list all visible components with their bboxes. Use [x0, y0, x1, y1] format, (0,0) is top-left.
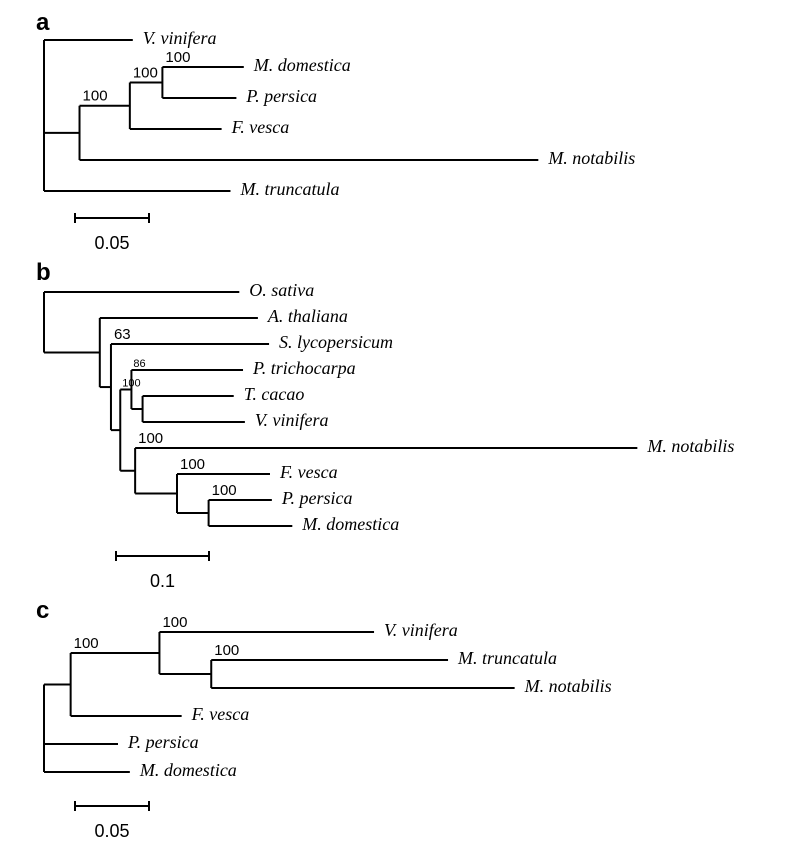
bootstrap-label: 100: [138, 430, 163, 447]
bootstrap-label: 100: [214, 642, 239, 659]
bootstrap-label: 63: [114, 326, 131, 343]
taxon-label: V. vinifera: [384, 620, 458, 640]
bootstrap-label: 100: [162, 614, 187, 631]
taxon-label: V. vinifera: [255, 410, 329, 430]
bootstrap-label: 100: [122, 377, 140, 389]
taxon-label: P. persica: [245, 86, 317, 106]
bootstrap-label: 100: [133, 64, 158, 81]
bootstrap-label: 100: [180, 456, 205, 473]
taxon-label: M. domestica: [253, 55, 351, 75]
bootstrap-label: 86: [133, 358, 145, 370]
bootstrap-label: 100: [212, 482, 237, 499]
bootstrap-label: 100: [83, 88, 108, 105]
panel-label-b: b: [36, 259, 51, 286]
taxon-label: F. vesca: [279, 462, 338, 482]
taxon-label: M. domestica: [301, 514, 399, 534]
scale-label: 0.05: [94, 233, 129, 253]
taxon-label: S. lycopersicum: [279, 332, 393, 352]
taxon-label: A. thaliana: [267, 306, 348, 326]
taxon-label: M. notabilis: [547, 148, 635, 168]
taxon-label: M. truncatula: [239, 179, 339, 199]
taxon-label: M. notabilis: [524, 676, 612, 696]
scale-label: 0.1: [150, 571, 175, 591]
taxon-label: M. notabilis: [646, 436, 734, 456]
taxon-label: P. persica: [281, 488, 353, 508]
taxon-label: P. persica: [127, 732, 199, 752]
panel-label-c: c: [36, 597, 49, 624]
taxon-label: F. vesca: [191, 704, 250, 724]
taxon-label: P. trichocarpa: [252, 358, 356, 378]
taxon-label: T. cacao: [244, 384, 305, 404]
panel-label-a: a: [36, 9, 50, 36]
taxon-label: F. vesca: [231, 117, 290, 137]
taxon-label: O. sativa: [249, 280, 314, 300]
bootstrap-label: 100: [165, 49, 190, 66]
taxon-label: V. vinifera: [143, 28, 217, 48]
taxon-label: M. domestica: [139, 760, 237, 780]
taxon-label: M. truncatula: [457, 648, 557, 668]
scale-label: 0.05: [94, 821, 129, 841]
bootstrap-label: 100: [74, 635, 99, 652]
